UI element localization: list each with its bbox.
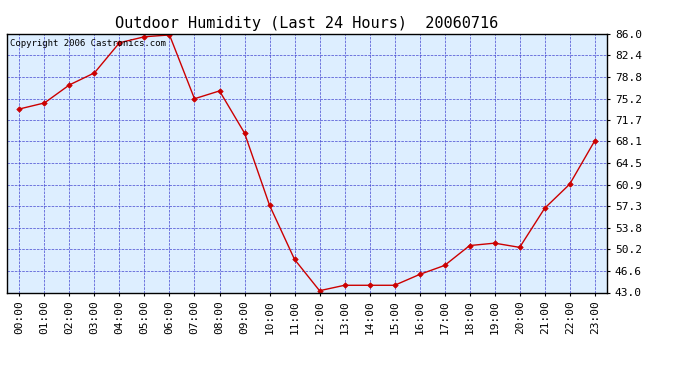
Text: Copyright 2006 Castronics.com: Copyright 2006 Castronics.com xyxy=(10,39,166,48)
Title: Outdoor Humidity (Last 24 Hours)  20060716: Outdoor Humidity (Last 24 Hours) 2006071… xyxy=(115,16,499,31)
